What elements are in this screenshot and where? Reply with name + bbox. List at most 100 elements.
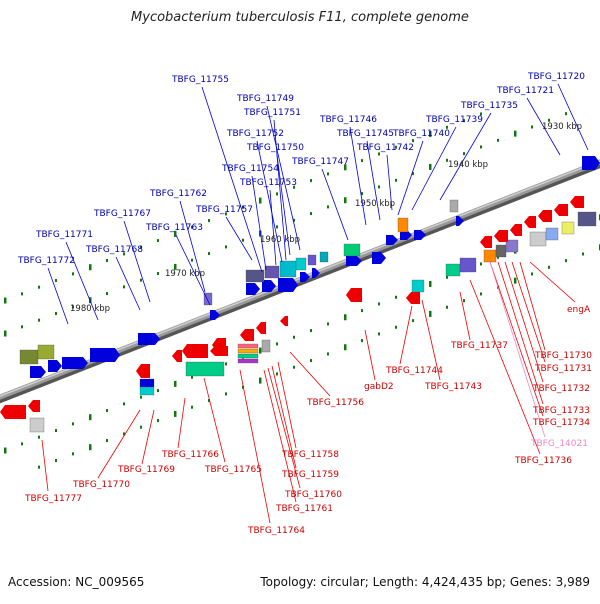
genome-summary-text: Topology: circular; Length: 4,424,435 bp… [260, 575, 590, 589]
gene-label-forward: TBFG_11742 [356, 143, 414, 153]
forward-gene-arrow [312, 268, 320, 278]
leader-line [411, 126, 457, 211]
ruler-tick [106, 259, 108, 263]
forward-gene-arrow [30, 366, 46, 378]
forward-gene-arrow [48, 360, 62, 372]
gene-block [237, 348, 259, 354]
kbp-labels: 1930 kbp 1940 kbp 1950 kbp 1960 kbp 1970 kbp… [70, 122, 582, 314]
ruler-tick [123, 252, 125, 256]
forward-gene-arrow [400, 230, 412, 240]
forward-gene-arrow [138, 333, 160, 345]
gene-block [561, 221, 575, 235]
gene-block [29, 417, 45, 433]
leader-line [251, 175, 267, 271]
gene-label-forward: TBFG_11739 [425, 115, 483, 125]
gene-label-forward: TBFG_11750 [246, 143, 304, 153]
ruler-tick [412, 319, 414, 323]
ruler-tick [497, 138, 499, 142]
ruler-tick [89, 414, 92, 421]
kbp-label: 1950 kbp [355, 199, 395, 209]
ruler-tick [191, 405, 193, 409]
ruler-tick [276, 192, 278, 196]
ruler-tick [38, 435, 40, 439]
gene-block [139, 386, 155, 396]
gene-label-forward: TBFG_11721 [496, 86, 554, 96]
ruler-tick [55, 312, 57, 316]
reverse-gene-arrow [240, 329, 254, 341]
ruler-tick [259, 347, 262, 354]
leader-line [529, 261, 576, 303]
ruler-tick [4, 447, 7, 454]
ruler-tick [276, 342, 278, 346]
ruler-tick [327, 172, 329, 176]
ruler-tick [446, 125, 448, 129]
ruler-tick [548, 118, 550, 122]
gene-labels: TBFG_11720 TBFG_11721 TBFG_11735 TBFG_11739… [17, 72, 592, 536]
forward-gene-arrow [300, 272, 310, 282]
gene-block [445, 263, 461, 277]
gene-block [397, 217, 409, 233]
ruler-tick [106, 439, 108, 443]
ruler-tick [344, 314, 347, 321]
ruler-tick [259, 377, 262, 384]
leader-line [41, 439, 49, 492]
ruler-tick [208, 219, 210, 223]
gene-label-reverse: TBFG_11761 [275, 504, 333, 514]
ruler-tick [395, 295, 397, 299]
gene-label-forward: TBFG_11749 [236, 94, 294, 104]
leader-line [349, 126, 367, 226]
ruler-tick [361, 309, 363, 313]
gene-label-forward: TBFG_11747 [291, 157, 349, 167]
ruler-tick [55, 279, 57, 283]
ruler-tick [21, 325, 23, 329]
ruler-tick [157, 389, 159, 393]
ruler-tick [72, 272, 74, 276]
forward-gene-arrow [346, 256, 362, 266]
gene-label-reverse: TBFG_11777 [24, 494, 82, 504]
ruler-tick [140, 425, 142, 429]
ruler-tick [531, 125, 533, 129]
kbp-label: 1960 kbp [260, 235, 300, 245]
reverse-gene-arrow [0, 405, 26, 419]
gene-label-forward: TBFG_11755 [171, 75, 229, 85]
ruler-tick [293, 218, 295, 222]
leader-line [271, 365, 297, 469]
ruler-tick [446, 275, 448, 279]
gene-label-reverse: TBFG_11770 [72, 480, 130, 490]
gene-label-reverse: TBFG_11766 [161, 450, 219, 460]
ruler-tick [293, 185, 295, 189]
leader-line [366, 140, 381, 221]
gene-block [279, 260, 297, 278]
ruler-tick [463, 299, 465, 303]
ruler-tick [140, 395, 142, 399]
ruler-tick [174, 410, 177, 417]
leader-line [177, 397, 186, 449]
ruler-tick [514, 130, 517, 137]
gene-block [495, 244, 507, 258]
leader-line [276, 154, 291, 256]
leader-line [504, 261, 544, 383]
gene-label-forward: TBFG_11772 [17, 256, 75, 266]
leader-line [179, 200, 206, 293]
gene-label-reverse: TBFG_11733 [532, 406, 590, 416]
ruler-tick [344, 164, 347, 171]
gene-label-reverse: TBFG_11737 [450, 341, 508, 351]
accession-text: Accession: NC_009565 [8, 575, 145, 589]
ruler-tick [225, 212, 227, 216]
reverse-gene-arrow [480, 236, 492, 248]
forward-gene-arrow [90, 348, 120, 362]
gene-label-reverse: TBFG_11765 [204, 465, 262, 475]
gene-block [37, 344, 55, 360]
ruler-tick [106, 292, 108, 296]
leader-line [256, 140, 283, 263]
gene-block [307, 254, 317, 266]
gene-block [577, 211, 597, 227]
ruler-tick [276, 225, 278, 229]
gene-block [264, 265, 280, 279]
ruler-tick [225, 362, 227, 366]
reverse-gene-arrow [280, 316, 288, 326]
ruler-tick [480, 112, 482, 116]
gene-label-forward: TBFG_11767 [93, 209, 151, 219]
forward-gene-arrow [246, 283, 260, 295]
leader-line [459, 291, 471, 341]
